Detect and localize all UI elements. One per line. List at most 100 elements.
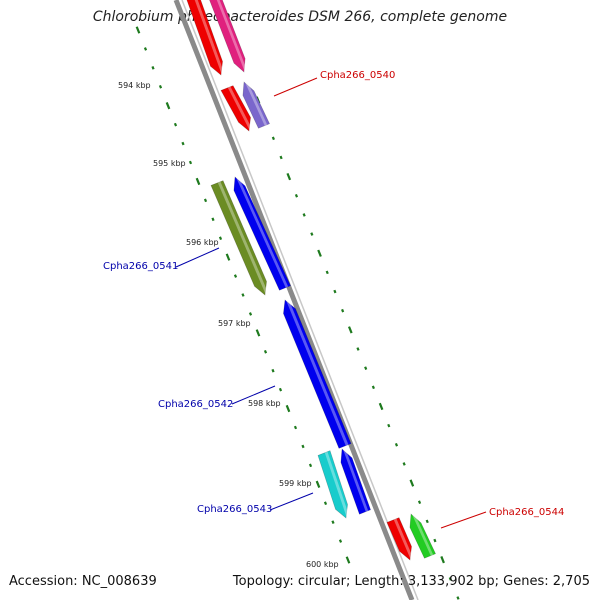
gene-block-blue-b-shine xyxy=(342,447,369,512)
gene-label-0543[interactable]: Cpha266_0543 xyxy=(197,504,272,515)
track-tick xyxy=(448,577,452,581)
gene-block-lavender-shine xyxy=(244,80,268,126)
gene-block-red-0540[interactable] xyxy=(220,85,251,132)
gene-label-0542[interactable]: Cpha266_0542 xyxy=(158,399,233,410)
gene-block-lavender[interactable] xyxy=(242,81,270,129)
gene-block-red-0544-shine xyxy=(393,518,414,560)
track-tick xyxy=(417,500,422,505)
backbone-line xyxy=(173,0,415,600)
track-tick xyxy=(378,402,384,411)
gene-block-green-shine xyxy=(411,512,434,556)
track-tick xyxy=(364,366,368,370)
track-tick xyxy=(271,136,275,141)
left-coordinate-track xyxy=(135,26,351,564)
track-tick xyxy=(255,329,261,337)
track-tick xyxy=(371,385,375,390)
right-coordinate-track xyxy=(255,96,460,600)
track-tick xyxy=(347,326,353,334)
track-tick xyxy=(241,293,245,297)
kbp-label-600: 600 kbp xyxy=(306,560,339,569)
gene-label-0541[interactable]: Cpha266_0541 xyxy=(103,261,178,272)
callout-line-0541 xyxy=(175,247,220,268)
track-tick xyxy=(310,232,314,236)
gene-blocks xyxy=(186,0,436,561)
track-tick xyxy=(317,249,322,257)
gene-block-blue-0542-shine xyxy=(285,298,349,446)
kbp-label-594: 594 kbp xyxy=(118,81,151,90)
accession-text: Accession: NC_008639 xyxy=(9,574,157,589)
track-tick xyxy=(286,172,292,181)
track-tick xyxy=(188,160,193,165)
track-tick xyxy=(302,213,306,217)
track-tick xyxy=(211,217,215,222)
track-tick xyxy=(323,501,328,506)
track-tick xyxy=(143,47,148,51)
track-tick xyxy=(433,538,437,543)
track-tick xyxy=(315,480,321,488)
track-tick xyxy=(345,556,351,564)
track-tick xyxy=(248,312,253,316)
gene-block-red-top-shine xyxy=(194,0,225,75)
track-tick xyxy=(181,141,185,146)
callout-line-0540 xyxy=(273,77,318,97)
track-tick xyxy=(325,270,329,275)
track-tick xyxy=(218,236,223,241)
coordinate-tracks xyxy=(135,26,460,600)
gene-block-magenta-shine xyxy=(216,0,248,72)
track-tick xyxy=(279,155,283,160)
gene-block-olive-0541[interactable] xyxy=(210,180,267,296)
gene-block-red-top[interactable] xyxy=(186,0,223,76)
track-tick xyxy=(285,404,291,413)
kbp-label-595: 595 kbp xyxy=(153,159,186,168)
track-tick xyxy=(394,442,399,447)
track-tick xyxy=(425,519,429,524)
track-tick xyxy=(271,368,275,373)
kbp-label-598: 598 kbp xyxy=(248,399,281,408)
gene-label-0544[interactable]: Cpha266_0544 xyxy=(489,507,564,518)
track-tick xyxy=(233,274,238,278)
track-tick xyxy=(263,349,268,354)
track-tick xyxy=(456,596,460,600)
gene-block-blue-b[interactable] xyxy=(340,448,371,515)
genome-backbone xyxy=(173,0,419,600)
track-tick xyxy=(278,387,283,392)
track-tick xyxy=(440,556,445,564)
track-tick xyxy=(293,425,298,430)
track-tick xyxy=(151,66,155,70)
track-tick xyxy=(301,444,305,449)
callout-line-0542 xyxy=(231,385,276,405)
gene-block-blue-a[interactable] xyxy=(233,176,291,291)
track-tick xyxy=(294,193,299,198)
track-tick xyxy=(338,539,343,543)
backbone-highlight xyxy=(181,0,419,600)
gene-block-green[interactable] xyxy=(409,513,436,559)
track-tick xyxy=(165,102,171,110)
track-tick xyxy=(356,347,360,351)
gene-block-cyan-0543[interactable] xyxy=(317,450,348,519)
gene-block-red-0540-shine xyxy=(227,86,253,131)
track-tick xyxy=(308,463,313,468)
track-tick xyxy=(158,84,163,89)
gene-block-olive-0541-shine xyxy=(217,181,269,295)
callout-line-0543 xyxy=(269,492,314,511)
track-tick xyxy=(331,520,335,524)
kbp-label-597: 597 kbp xyxy=(218,319,251,328)
track-tick xyxy=(402,462,406,466)
gene-block-magenta[interactable] xyxy=(208,0,246,73)
track-tick xyxy=(387,423,391,428)
track-tick xyxy=(195,177,201,186)
gene-block-blue-a-shine xyxy=(235,175,289,288)
track-tick xyxy=(341,308,345,313)
genome-summary: Topology: circular; Length: 3,133,902 bp… xyxy=(232,574,590,589)
track-tick xyxy=(225,253,231,261)
kbp-label-599: 599 kbp xyxy=(279,479,312,488)
gene-block-red-0544[interactable] xyxy=(386,517,412,561)
gene-block-blue-0542[interactable] xyxy=(283,299,352,449)
track-tick xyxy=(409,479,415,487)
kbp-scale: 594 kbp 595 kbp 596 kbp 597 kbp 598 kbp … xyxy=(118,81,339,569)
track-tick xyxy=(173,122,178,127)
kbp-label-596: 596 kbp xyxy=(186,238,219,247)
gene-label-0540[interactable]: Cpha266_0540 xyxy=(320,70,395,81)
